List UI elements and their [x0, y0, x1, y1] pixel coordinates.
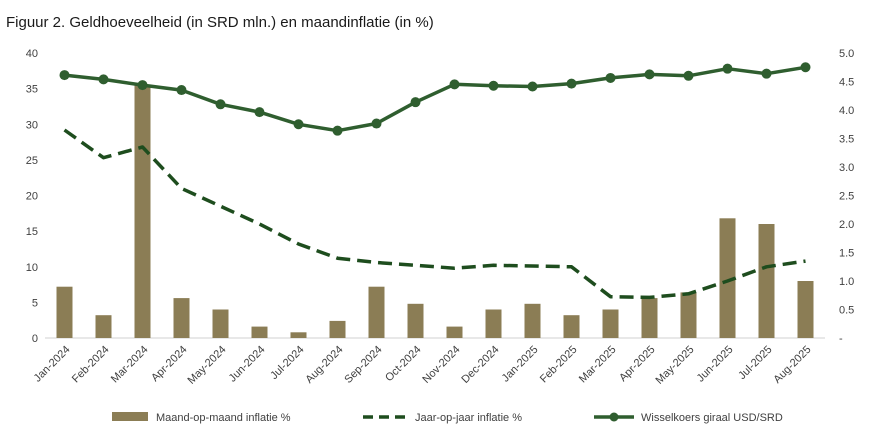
exchange-rate-point	[722, 63, 733, 74]
legend-label: Maand-op-maand inflatie %	[156, 412, 291, 424]
right-axis-tick: 1.0	[839, 276, 854, 288]
exchange-rate-point	[644, 69, 655, 80]
x-tick-label: Jan-2025	[500, 344, 541, 385]
right-axis-tick: 4.0	[839, 105, 854, 117]
exchange-rate-point	[215, 99, 226, 110]
exchange-rate-point	[98, 74, 109, 85]
right-axis-labels: - 0.5 1.0 1.5 2.0 2.5 3.0 3.5 4.0 4.5 5.0	[839, 48, 854, 345]
exchange-rate-point	[605, 72, 616, 83]
bar	[173, 298, 190, 338]
exchange-rate-point	[683, 70, 694, 81]
x-tick-label: Feb-2025	[538, 344, 580, 386]
right-axis-tick: 5.0	[839, 48, 854, 60]
right-axis-tick: 3.5	[839, 134, 854, 146]
bar	[407, 303, 424, 338]
legend: Maand-op-maand inflatie % Jaar-op-jaar in…	[112, 412, 783, 424]
x-tick-label: Mar-2024	[109, 344, 151, 386]
x-tick-label: Mar-2025	[577, 344, 619, 386]
left-axis-tick: 20	[26, 191, 38, 203]
x-tick-label: Nov-2024	[420, 344, 462, 386]
bar-series	[56, 85, 814, 338]
right-axis-tick: 2.0	[839, 219, 854, 231]
bar	[602, 309, 619, 338]
x-tick-label: Apr-2024	[149, 344, 189, 384]
left-axis-tick: 5	[32, 297, 38, 309]
x-tick-label: Aug-2025	[771, 344, 813, 386]
left-axis-labels: 0 5 10 15 20 25 30 35 40	[26, 48, 38, 345]
x-tick-label: Jul-2025	[736, 344, 774, 382]
x-tick-label: Jul-2024	[268, 344, 306, 382]
exchange-rate-point	[137, 80, 148, 91]
exchange-rate-point	[176, 85, 187, 96]
bar	[329, 320, 346, 338]
x-tick-label: May-2025	[654, 344, 697, 387]
line-series	[59, 62, 811, 300]
x-tick-label: Aug-2024	[303, 344, 345, 386]
left-axis-tick: 0	[32, 333, 38, 345]
right-axis-tick: 1.5	[839, 248, 854, 260]
bar	[797, 281, 814, 338]
exchange-rate-point	[566, 78, 577, 89]
bar	[485, 309, 502, 338]
legend-swatch-marker	[609, 412, 619, 422]
bar	[134, 85, 151, 338]
exchange-rate-point	[293, 119, 304, 130]
exchange-rate-point	[59, 70, 70, 81]
bar	[680, 292, 697, 338]
bar	[719, 218, 736, 338]
x-tick-label: Oct-2024	[383, 344, 423, 384]
bar	[368, 286, 385, 338]
bar	[446, 326, 463, 338]
x-tick-label: Sep-2024	[342, 344, 384, 386]
bar	[563, 315, 580, 338]
x-tick-label: Jun-2024	[227, 344, 268, 385]
legend-swatch-bar	[112, 412, 148, 421]
right-axis-tick: 4.5	[839, 77, 854, 89]
exchange-rate-line	[64, 65, 806, 133]
x-tick-label: Feb-2024	[70, 344, 112, 386]
exchange-rate-point	[332, 125, 343, 136]
exchange-rate-point	[761, 68, 772, 79]
right-axis-tick: -	[839, 333, 843, 345]
right-axis-tick: 3.0	[839, 162, 854, 174]
exchange-rate-point	[371, 118, 382, 129]
left-axis-tick: 10	[26, 262, 38, 274]
exchange-rate-point	[527, 81, 538, 92]
exchange-rate-point	[254, 107, 265, 118]
x-tick-label: Apr-2025	[617, 344, 657, 384]
left-axis-tick: 30	[26, 119, 38, 131]
x-tick-label: Dec-2024	[459, 344, 501, 386]
bar	[758, 224, 775, 338]
bar	[212, 309, 229, 338]
yoy-inflation-line	[63, 128, 806, 300]
legend-label: Jaar-op-jaar inflatie %	[415, 412, 522, 424]
exchange-rate-point	[800, 62, 811, 73]
bar	[290, 332, 307, 338]
right-axis-tick: 2.5	[839, 191, 854, 203]
bar	[641, 298, 658, 338]
left-axis-tick: 15	[26, 226, 38, 238]
left-axis-tick: 40	[26, 48, 38, 60]
left-axis-tick: 35	[26, 84, 38, 96]
bar	[524, 303, 541, 338]
x-tick-label: May-2024	[186, 344, 229, 387]
chart-title: Figuur 2. Geldhoeveelheid (in SRD mln.) …	[6, 14, 434, 31]
left-axis-tick: 25	[26, 155, 38, 167]
right-axis-tick: 0.5	[839, 305, 854, 317]
exchange-rate-point	[410, 97, 421, 108]
x-tick-label: Jun-2025	[695, 344, 736, 385]
bar	[56, 286, 73, 338]
exchange-rate-point	[488, 80, 499, 91]
x-axis-labels: Jan-2024Feb-2024Mar-2024Apr-2024May-2024…	[32, 344, 814, 387]
x-tick-label: Jan-2024	[32, 344, 73, 385]
bar	[251, 326, 268, 338]
bar	[95, 315, 112, 338]
exchange-rate-point	[449, 79, 460, 90]
legend-label: Wisselkoers giraal USD/SRD	[641, 412, 783, 424]
